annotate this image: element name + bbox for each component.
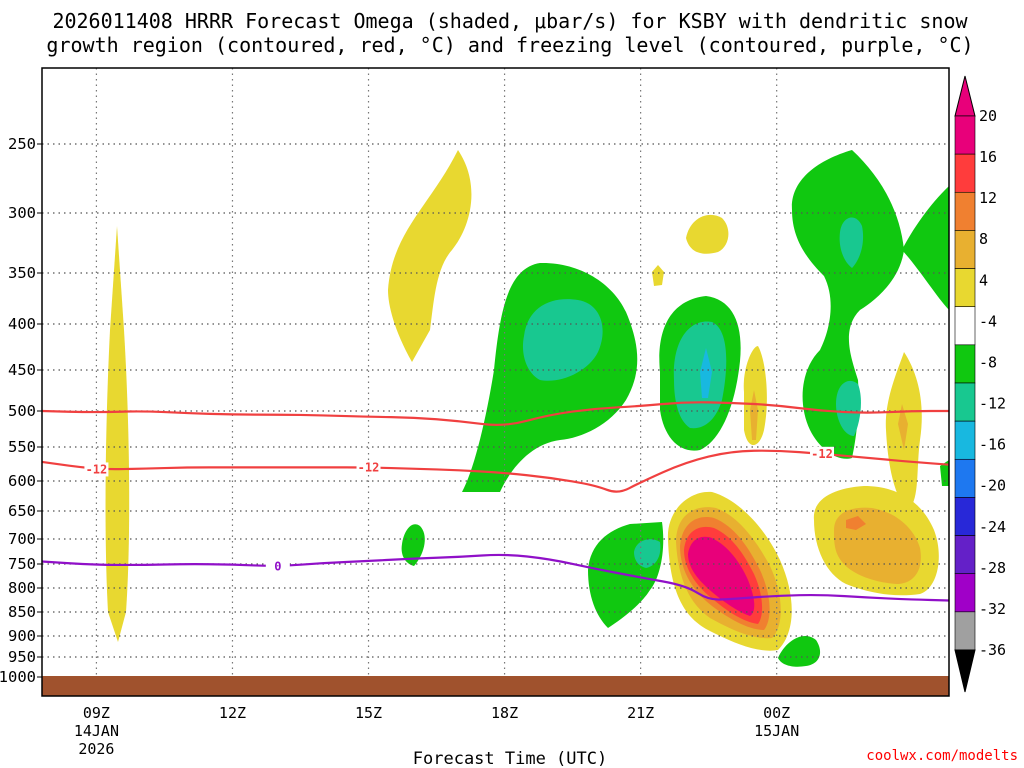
y-tick-label: 650 — [8, 502, 36, 520]
colorbar-swatch — [954, 420, 976, 460]
colorbar-swatch — [954, 153, 976, 193]
colorbar-label: -24 — [979, 518, 1006, 536]
omega-region-00z-orange-low — [846, 516, 866, 530]
contour-label-bg — [810, 446, 835, 461]
omega-region-01z-orange — [898, 404, 908, 450]
y-tick-label: 400 — [8, 315, 36, 333]
colorbar-label: -20 — [979, 477, 1006, 495]
colorbar-label: 8 — [979, 230, 988, 248]
y-tick-label: 250 — [8, 135, 36, 153]
omega-region-19z-low-teal — [634, 539, 661, 568]
credit-text: coolwx.com/modelts — [866, 748, 1018, 764]
colorbar-label: -12 — [979, 395, 1006, 413]
x-tick-label: 21Z — [627, 704, 654, 722]
colorbar-label: 4 — [979, 271, 988, 289]
y-tick-label: 700 — [8, 530, 36, 548]
omega-region-09z — [105, 226, 130, 642]
x-axis-label: Forecast Time (UTC) — [413, 749, 607, 768]
ground-strip — [42, 676, 949, 696]
omega-shading — [105, 150, 949, 667]
contour-label: -12 — [358, 460, 380, 474]
colorbar-label: 12 — [979, 189, 997, 207]
contour-line-2 — [41, 449, 950, 493]
colorbar-swatch — [954, 611, 976, 651]
colorbar-swatch — [954, 458, 976, 498]
colorbar-swatch — [954, 306, 976, 346]
y-tick-label: 950 — [8, 648, 36, 666]
omega-region-00z-green — [791, 150, 904, 459]
colorbar-label: -36 — [979, 641, 1006, 659]
colorbar-label: -4 — [979, 312, 997, 330]
plot-frame — [41, 67, 950, 697]
y-tick-label: 800 — [8, 579, 36, 597]
omega-region-21z-blue — [700, 348, 712, 398]
contour-label: -12 — [86, 462, 108, 476]
y-tick-label: 900 — [8, 627, 36, 645]
colorbar-bottom-arrow — [954, 649, 976, 693]
contour-line-3 — [41, 553, 950, 602]
omega-region-15z — [388, 150, 472, 362]
y-tick-label: 1000 — [0, 668, 36, 686]
colorbar-swatch — [954, 230, 976, 269]
grid — [42, 68, 949, 696]
contours: -12 -12 -12 0 — [41, 401, 950, 602]
colorbar-label: 16 — [979, 148, 997, 166]
x-tick-date: 15JAN — [754, 722, 799, 740]
contour-label-bg — [265, 559, 290, 574]
omega-region-23z-low-green — [778, 636, 821, 667]
x-tick-label: 12Z — [219, 704, 246, 722]
colorbar-label: -8 — [979, 353, 997, 371]
omega-region-20z-small — [652, 265, 664, 286]
omega-region-22z-orange — [750, 390, 758, 440]
colorbar-swatch — [954, 344, 976, 384]
colorbar-swatch — [954, 497, 976, 536]
contour-label-bg — [84, 462, 109, 477]
contour-label-bg — [356, 460, 381, 475]
y-tick-label: 350 — [8, 264, 36, 282]
colorbar: 20 16 12 8 4 -4 -8 -12 -16 -20 -24 -28 -32 -36 — [954, 75, 1006, 693]
y-tick-label: 850 — [8, 603, 36, 621]
y-tick-label: 450 — [8, 361, 36, 379]
colorbar-label: -32 — [979, 600, 1006, 618]
colorbar-label: 20 — [979, 107, 997, 125]
contour-line-1 — [41, 401, 949, 426]
omega-region-02z-green-low — [940, 460, 949, 486]
y-tick-label: 500 — [8, 402, 36, 420]
x-tick-date: 14JAN — [74, 722, 119, 740]
omega-region-21z-magenta-core — [688, 536, 755, 616]
omega-region-02z-green — [902, 186, 949, 310]
omega-region-00z-teal-2 — [836, 380, 861, 436]
x-tick-label: 09Z — [83, 704, 110, 722]
colorbar-label: -28 — [979, 559, 1006, 577]
y-tick-label: 600 — [8, 472, 36, 490]
colorbar-swatch — [954, 268, 976, 308]
colorbar-swatch — [954, 191, 976, 231]
colorbar-swatch — [954, 573, 976, 613]
colorbar-top-arrow — [954, 75, 976, 117]
y-tick-label: 750 — [8, 555, 36, 573]
contour-label: -12 — [811, 447, 833, 461]
omega-region-00z-teal — [839, 217, 864, 268]
x-tick-label: 18Z — [491, 704, 518, 722]
colorbar-label: -16 — [979, 436, 1006, 454]
contour-label: 0 — [274, 559, 281, 573]
y-axis: 250 300 350 400 450 500 550 600 650 700 750 800 850 9… — [0, 135, 42, 686]
colorbar-swatch — [954, 115, 976, 155]
omega-region-15z-low-green — [401, 524, 425, 566]
y-tick-label: 300 — [8, 204, 36, 222]
colorbar-swatch — [954, 382, 976, 422]
omega-region-21z-top — [686, 214, 729, 254]
x-tick-label: 15Z — [355, 704, 382, 722]
x-tick-year: 2026 — [78, 740, 114, 758]
x-tick-label: 00Z — [763, 704, 790, 722]
chart-title-line-1: 2026011408 HRRR Forecast Omega (shaded, … — [52, 9, 968, 33]
omega-region-18z-teal — [522, 299, 603, 381]
plot-area: -12 -12 -12 0 — [41, 67, 950, 697]
chart-title-line-2: growth region (contoured, red, °C) and f… — [46, 33, 973, 57]
omega-region-22z-yellow — [743, 346, 767, 446]
colorbar-swatch — [954, 535, 976, 575]
y-tick-label: 550 — [8, 438, 36, 456]
